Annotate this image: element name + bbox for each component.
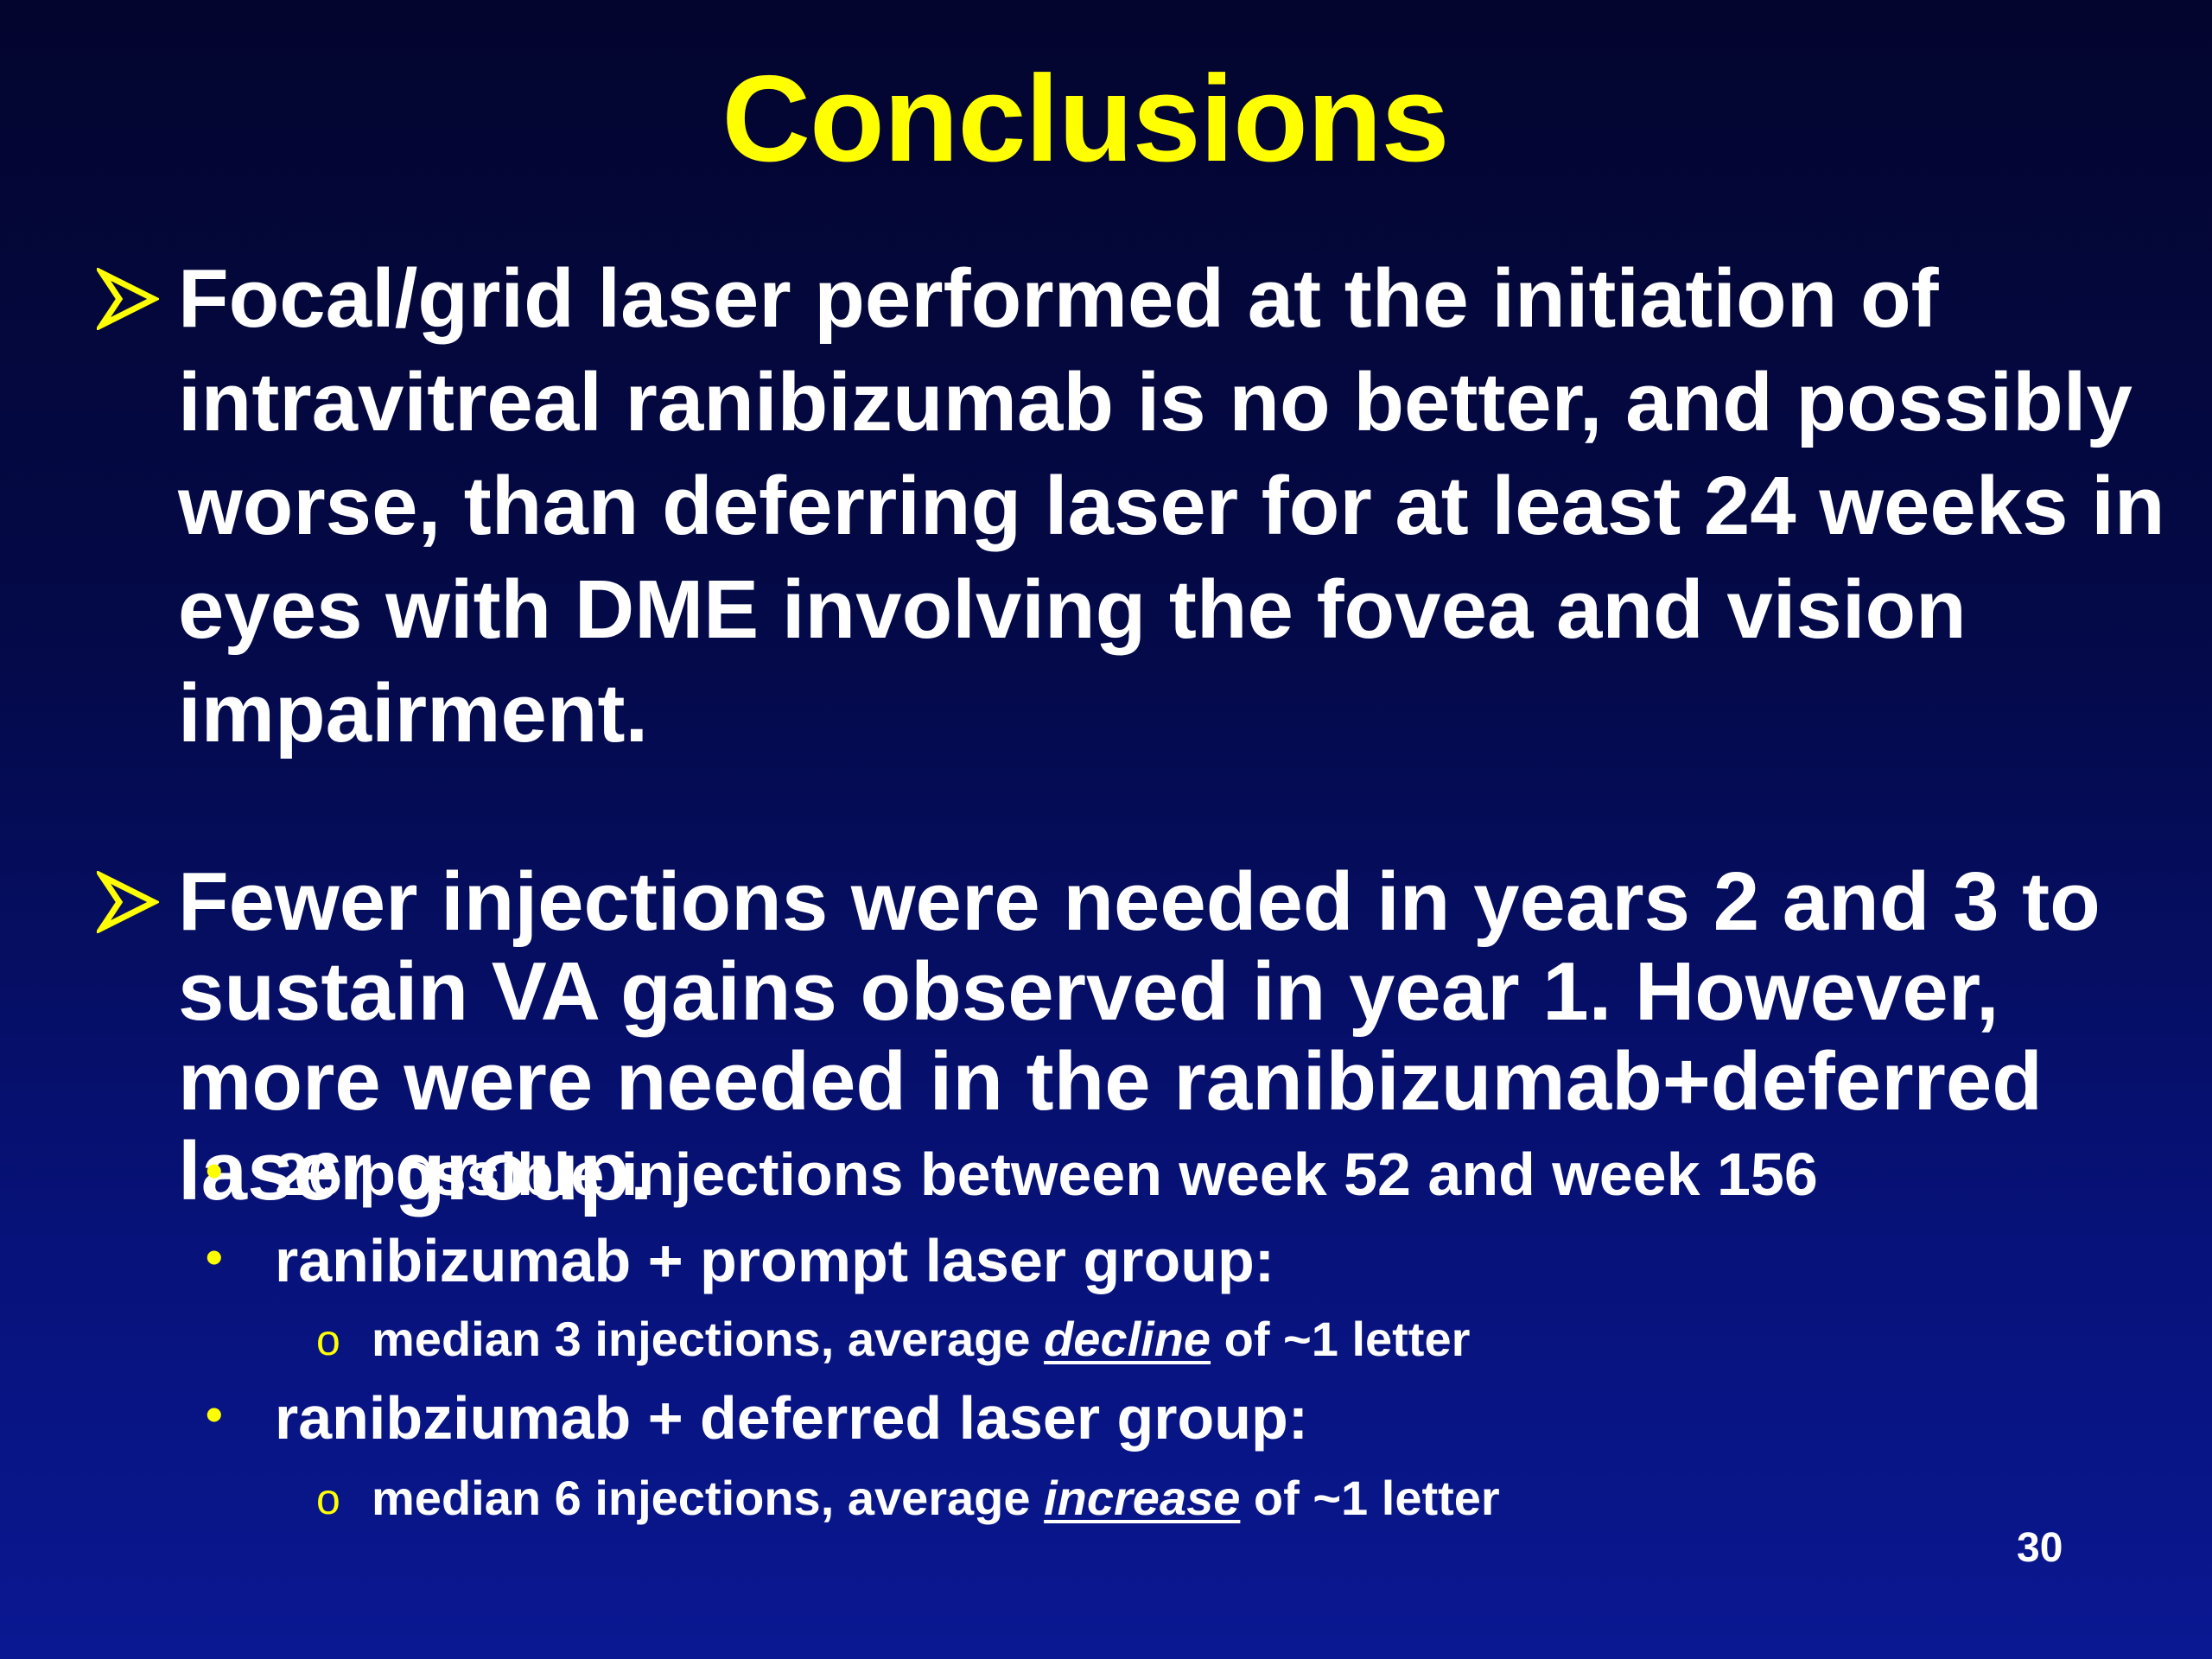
sub-sub-item-prefix: median 3 injections, average — [372, 1312, 1045, 1366]
sub-sub-bullet-marker: o — [316, 1316, 340, 1364]
slide-title: Conclusions — [721, 50, 1449, 188]
sub-sub-bullet-marker: o — [316, 1475, 340, 1523]
arrow-bullet-icon — [97, 268, 159, 330]
sub-bullet-dot: • — [206, 1230, 223, 1284]
sub-bullet-dot: • — [206, 1143, 223, 1198]
sub-item-text: 26 possible injections between week 52 a… — [275, 1141, 1818, 1208]
bullet-2-text: Fewer injections were needed in years 2 … — [178, 855, 2101, 1217]
sub-sub-item-prefix: median 6 injections, average — [372, 1471, 1045, 1525]
sub-sub-item-text: median 3 injections, average decline of … — [372, 1308, 1470, 1370]
sub-sub-item-suffix: of ~1 letter — [1211, 1312, 1471, 1366]
sub-sub-item-text: median 6 injections, average increase of… — [372, 1467, 1500, 1529]
sub-sub-item-suffix: of ~1 letter — [1240, 1471, 1500, 1525]
page-number: 30 — [2017, 1525, 2063, 1571]
emphasis-word: decline — [1044, 1312, 1211, 1366]
arrow-bullet-icon — [97, 871, 159, 933]
bullet-1-text: Focal/grid laser performed at the initia… — [178, 252, 2165, 760]
emphasis-word: increase — [1044, 1471, 1241, 1525]
sub-item-text: ranibizumab + prompt laser group: — [275, 1227, 1275, 1294]
sub-bullet-dot: • — [206, 1387, 223, 1441]
sub-item-text: ranibziumab + deferred laser group: — [275, 1384, 1309, 1452]
